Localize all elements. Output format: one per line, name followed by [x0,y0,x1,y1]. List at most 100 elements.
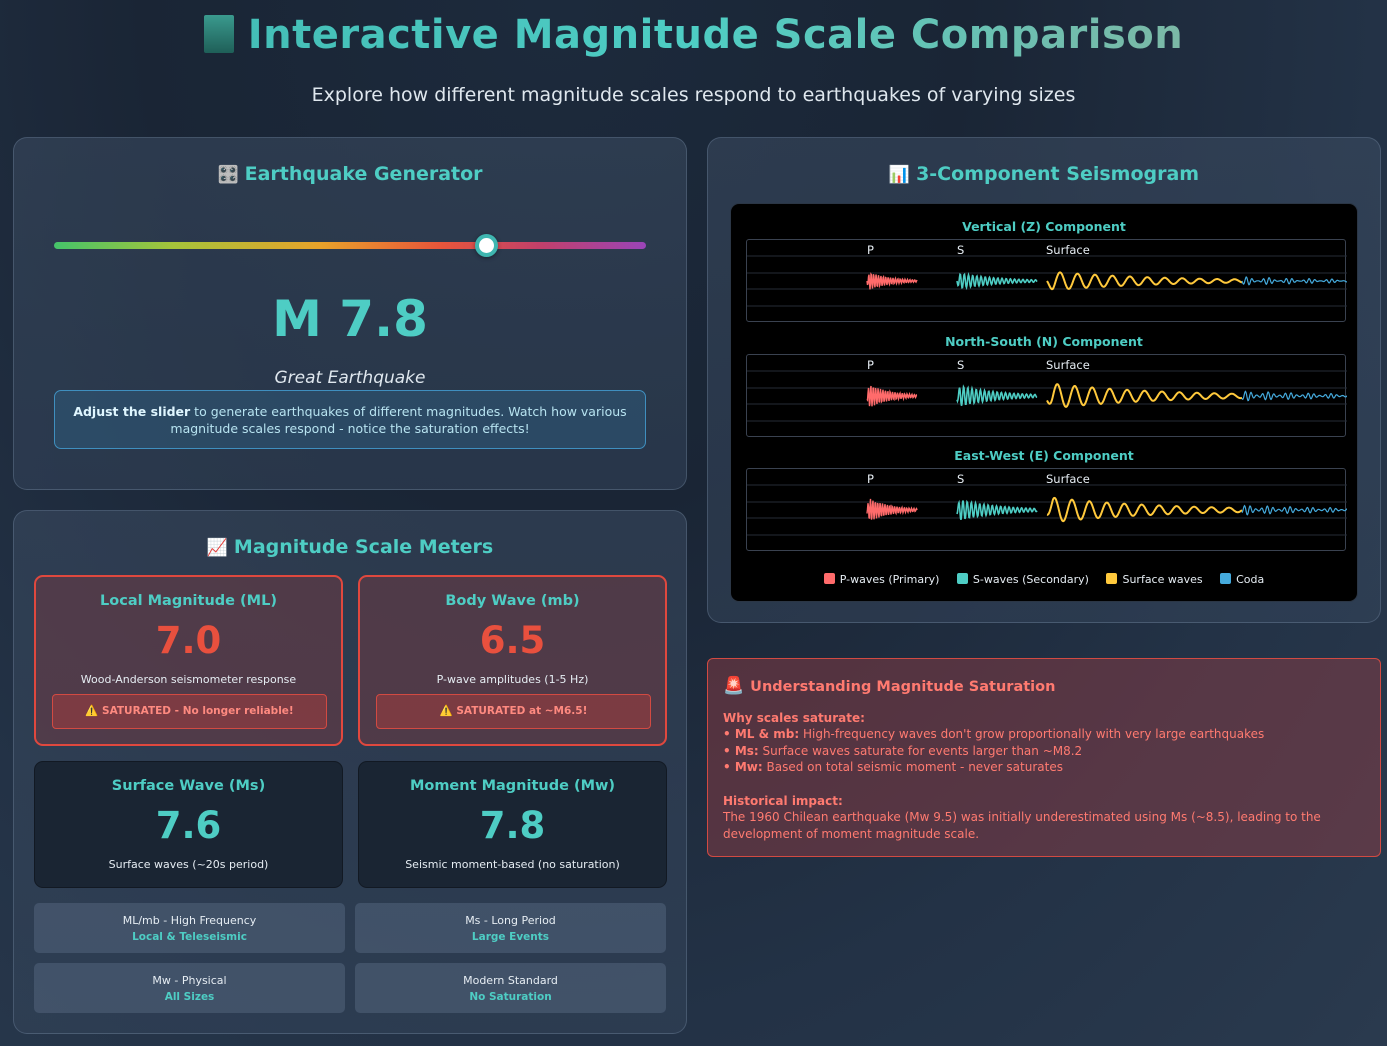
impact-heading: Historical impact: [723,793,1365,810]
bullet-bold: • ML & mb: [723,727,800,741]
meter-mb-value: 6.5 [479,619,546,662]
meter-mw-name: Moment Magnitude (Mw) [409,778,616,794]
seismogram-title-text: 3-Component Seismogram [916,163,1200,185]
meter-ms-note: Surface waves (~20s period) [108,858,269,871]
bar-chart-icon: 📊 [888,165,911,185]
meter-mw: Moment Magnitude (Mw) 7.8 Seismic moment… [358,761,667,888]
seismogram-title: 📊 3-Component Seismogram [708,163,1380,185]
meter-ml-warning: ⚠️ SATURATED - No longer reliable! [52,694,327,729]
legend-label: Surface waves [1122,573,1203,586]
info-text: to generate earthquakes of different mag… [170,404,627,436]
legend-label: P-waves (Primary) [839,573,940,586]
legend-swatch [1106,573,1118,584]
page-title-text: Interactive Magnitude Scale Comparison [247,12,1184,58]
bullet-text: Surface waves saturate for events larger… [758,743,1083,758]
generator-title-text: Earthquake Generator [244,163,483,185]
tile-line1: Ms - Long Period [465,914,556,927]
magnitude-slider-track[interactable] [54,242,646,249]
phase-surface-label: Surface [1046,243,1090,257]
magnitude-value: M 7.8 [272,290,428,348]
tile-line1: ML/mb - High Frequency [122,914,257,927]
meter-mb-warning: ⚠️ SATURATED at ~M6.5! [376,694,651,729]
s-wave-trace [956,384,1038,406]
trace-svg [747,255,1347,307]
coda-trace [1241,504,1347,516]
meter-mw-note: Seismic moment-based (no saturation) [405,858,620,871]
info-tile: Ms - Long Period Large Events [355,903,666,953]
meter-ml-name: Local Magnitude (ML) [100,593,277,609]
why-heading: Why scales saturate: [723,710,1365,727]
bullet-bold: • Ms: [723,743,759,758]
info-tile: Mw - Physical All Sizes [34,963,345,1013]
legend-item: Surface waves [1106,573,1203,586]
meters-title: 📈 Magnitude Scale Meters [14,536,686,558]
seismogram-display: Vertical (Z) Component P S Surface North… [730,203,1358,602]
saturation-panel: 🚨 Understanding Magnitude Saturation Why … [707,658,1381,857]
page-title: Interactive Magnitude Scale Comparison [0,12,1387,58]
bullet-mw: • Mw: Based on total seismic moment - ne… [723,759,1365,776]
generator-title: 🎛️ Earthquake Generator [14,163,686,185]
bullet-text: High-frequency waves don't grow proporti… [799,727,1265,741]
info-tile: ML/mb - High Frequency Local & Teleseism… [34,903,345,953]
legend-label: Coda [1236,573,1265,586]
trace-vertical: P S Surface [746,239,1347,322]
siren-icon: 🚨 [723,676,745,696]
meter-mw-value: 7.8 [479,804,546,847]
phase-s-label: S [957,472,965,486]
tile-line1: Mw - Physical [152,974,227,987]
impact-text: The 1960 Chilean earthquake (Mw 9.5) was… [723,810,1321,841]
phase-p-label: P [867,472,874,486]
meter-mb-name: Body Wave (mb) [445,593,580,609]
component-title: North-South (N) Component [945,334,1143,349]
surface-wave-trace [1046,383,1243,408]
legend-swatch [956,573,968,584]
phase-p-label: P [867,358,874,372]
trace-east-west: P S Surface [746,468,1347,551]
legend-item: Coda [1220,573,1264,586]
bullet-ml-mb: • ML & mb: High-frequency waves don't gr… [723,726,1365,743]
component-title: East-West (E) Component [954,448,1134,463]
bullet-bold: • Mw: [723,760,763,774]
tile-line1: Modern Standard [463,974,558,987]
legend-item: S-waves (Secondary) [956,573,1089,586]
trace-svg [747,370,1347,422]
meter-ms-value: 7.6 [155,804,222,847]
info-tile: Modern Standard No Saturation [355,963,666,1013]
legend-swatch [823,573,835,584]
coda-trace [1241,390,1347,402]
trace-svg [747,484,1347,536]
magnitude-class: Great Earthquake [274,368,426,388]
saturation-title: 🚨 Understanding Magnitude Saturation [723,678,1365,696]
p-wave-trace [866,385,918,407]
magnitude-slider-thumb[interactable] [475,234,499,257]
meter-mb: Body Wave (mb) 6.5 P-wave amplitudes (1-… [358,575,667,746]
meter-mb-note: P-wave amplitudes (1-5 Hz) [436,673,589,686]
chart-increasing-icon: 📈 [206,538,228,558]
s-wave-trace [956,499,1038,521]
tile-line2: All Sizes [164,991,215,1003]
meter-ms: Surface Wave (Ms) 7.6 Surface waves (~20… [34,761,343,888]
meter-ml: Local Magnitude (ML) 7.0 Wood-Anderson s… [34,575,343,746]
meter-ml-value: 7.0 [155,619,222,662]
coda-trace [1241,276,1347,286]
info-bold: Adjust the slider [73,404,191,419]
impact-heading-text: Historical impact: [723,793,843,808]
tile-line2: Large Events [471,931,550,943]
phase-surface-label: Surface [1046,472,1090,486]
spacer [723,776,1365,793]
p-wave-trace [866,498,918,520]
tile-line2: Local & Teleseismic [132,931,247,943]
why-heading-text: Why scales saturate: [723,710,865,725]
page-subtitle: Explore how different magnitude scales r… [311,84,1076,106]
s-wave-trace [956,272,1038,291]
legend-item: P-waves (Primary) [823,573,940,586]
legend-swatch [1220,573,1232,584]
surface-wave-trace [1046,496,1243,523]
saturation-title-text: Understanding Magnitude Saturation [750,679,1056,695]
phase-surface-label: Surface [1046,358,1090,372]
meters-title-text: Magnitude Scale Meters [233,536,494,558]
generator-panel: 🎛️ Earthquake Generator [13,137,687,490]
bullet-ms: • Ms: Surface waves saturate for events … [723,743,1365,760]
tile-line2: No Saturation [469,991,552,1003]
seismogram-legend: P-waves (Primary) S-waves (Secondary) Su… [731,573,1357,586]
